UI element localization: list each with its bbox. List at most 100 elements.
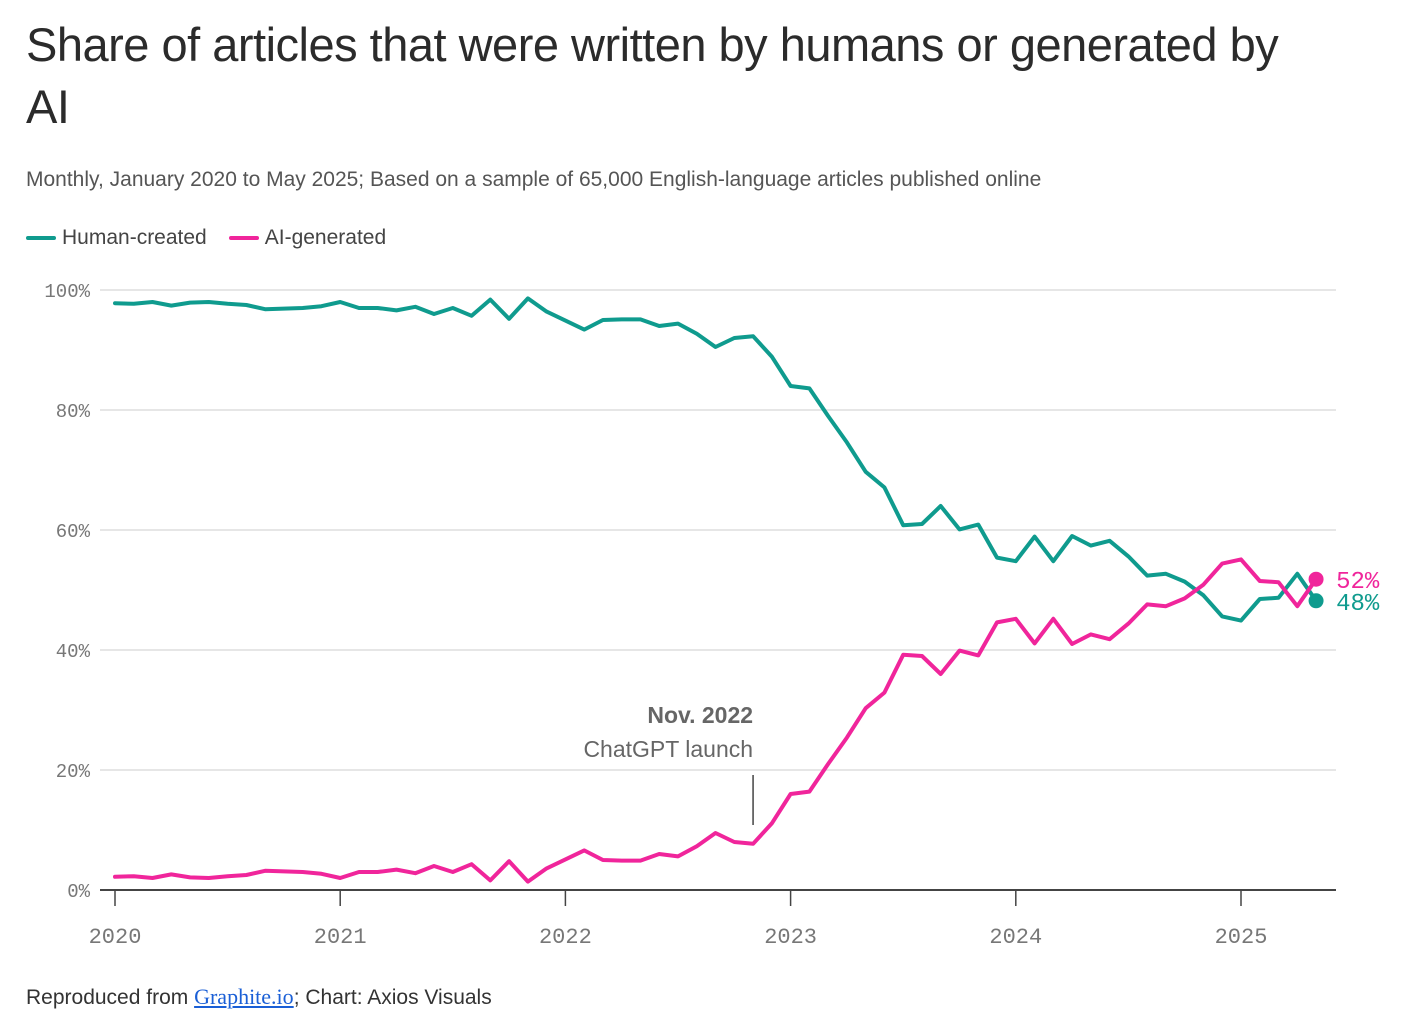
data-point-ai: [1144, 601, 1151, 608]
data-point-human: [731, 335, 738, 342]
data-point-ai: [187, 874, 194, 881]
data-point-human: [1275, 594, 1282, 601]
data-point-human: [843, 439, 850, 446]
data-point-ai: [487, 877, 494, 884]
data-point-ai: [1087, 631, 1094, 638]
data-point-ai: [618, 857, 625, 864]
data-point-human: [149, 299, 156, 306]
y-tick-label: 0%: [67, 881, 90, 903]
data-point-human: [1050, 558, 1057, 565]
data-point-human: [581, 326, 588, 333]
data-point-human: [637, 316, 644, 323]
data-point-human: [112, 300, 119, 307]
data-point-human: [1012, 558, 1019, 565]
data-point-ai: [1200, 581, 1207, 588]
data-point-human: [524, 295, 531, 302]
data-point-human: [1200, 592, 1207, 599]
data-point-ai: [1125, 620, 1132, 627]
data-point-human: [468, 312, 475, 319]
data-point-ai: [524, 878, 531, 885]
data-point-human: [918, 521, 925, 528]
data-point-ai: [562, 856, 569, 863]
data-point-ai: [918, 653, 925, 660]
data-point-ai: [431, 863, 438, 870]
data-point-human: [187, 299, 194, 306]
x-tick-label: 2022: [539, 925, 592, 950]
data-point-human: [693, 330, 700, 337]
data-point-ai: [299, 869, 306, 876]
data-point-ai: [881, 689, 888, 696]
data-point-ai: [750, 840, 757, 847]
data-point-ai: [900, 651, 907, 658]
legend-swatch-ai: [228, 236, 259, 240]
data-point-ai: [224, 873, 231, 880]
x-tick-label: 2025: [1215, 925, 1268, 950]
data-point-ai: [1256, 578, 1263, 585]
series-line-ai: [113, 557, 1319, 884]
data-point-human: [431, 311, 438, 318]
data-point-ai: [1106, 636, 1113, 643]
x-tick-label: 2021: [314, 925, 367, 950]
y-tick-label: 60%: [56, 521, 91, 543]
data-point-human: [1125, 553, 1132, 560]
data-point-ai: [1050, 615, 1057, 622]
data-point-ai: [806, 788, 813, 795]
data-point-ai: [1275, 579, 1282, 586]
x-tick-label: 2020: [89, 925, 142, 950]
chart-title: Share of articles that were written by h…: [26, 18, 1279, 133]
end-label-ai: 52%: [1336, 569, 1380, 596]
data-point-human: [862, 468, 869, 475]
data-point-human: [1031, 533, 1038, 540]
data-point-human: [994, 554, 1001, 561]
data-point-ai: [994, 619, 1001, 626]
data-point-ai: [112, 873, 119, 880]
annotation-text: ChatGPT launch: [583, 736, 753, 762]
data-point-ai: [130, 873, 137, 880]
data-point-ai: [656, 851, 663, 858]
data-point-ai: [468, 861, 475, 868]
data-point-ai: [1294, 603, 1301, 610]
data-point-human: [618, 316, 625, 323]
data-point-human: [1106, 537, 1113, 544]
data-point-ai: [1238, 556, 1245, 563]
data-point-ai: [731, 839, 738, 846]
data-point-human: [393, 307, 400, 314]
legend: Human-created AI-generated: [26, 226, 408, 250]
data-point-human: [130, 300, 137, 307]
data-point-ai: [599, 857, 606, 864]
data-point-human: [224, 300, 231, 307]
legend-swatch-human: [26, 236, 56, 240]
data-point-human: [449, 305, 456, 312]
x-tick-label: 2023: [764, 925, 817, 950]
data-point-human: [1069, 533, 1076, 540]
y-tick-label: 20%: [56, 761, 91, 783]
data-point-human: [937, 503, 944, 510]
data-point-ai: [693, 843, 700, 850]
data-point-ai: [243, 872, 250, 879]
data-point-ai: [1069, 641, 1076, 648]
source-link[interactable]: Graphite.io: [194, 984, 294, 1009]
end-marker-ai: [1308, 571, 1324, 587]
x-tick-label: 2024: [989, 925, 1042, 950]
data-point-human: [262, 306, 269, 313]
data-point-human: [1087, 542, 1094, 549]
legend-item-human: Human-created: [26, 226, 207, 250]
data-point-ai: [862, 705, 869, 712]
data-point-human: [337, 299, 344, 306]
data-point-human: [787, 383, 794, 390]
data-point-human: [881, 484, 888, 491]
data-point-ai: [205, 875, 212, 882]
legend-label-human: Human-created: [62, 226, 207, 249]
legend-label-ai: AI-generated: [264, 226, 387, 249]
data-point-human: [1181, 578, 1188, 585]
data-point-ai: [168, 871, 175, 878]
data-point-human: [1294, 570, 1301, 577]
data-point-human: [243, 302, 250, 309]
data-point-ai: [1162, 603, 1169, 610]
data-point-human: [1162, 570, 1169, 577]
data-point-ai: [937, 671, 944, 678]
data-point-ai: [355, 869, 362, 876]
data-point-ai: [675, 853, 682, 860]
data-point-ai: [449, 869, 456, 876]
